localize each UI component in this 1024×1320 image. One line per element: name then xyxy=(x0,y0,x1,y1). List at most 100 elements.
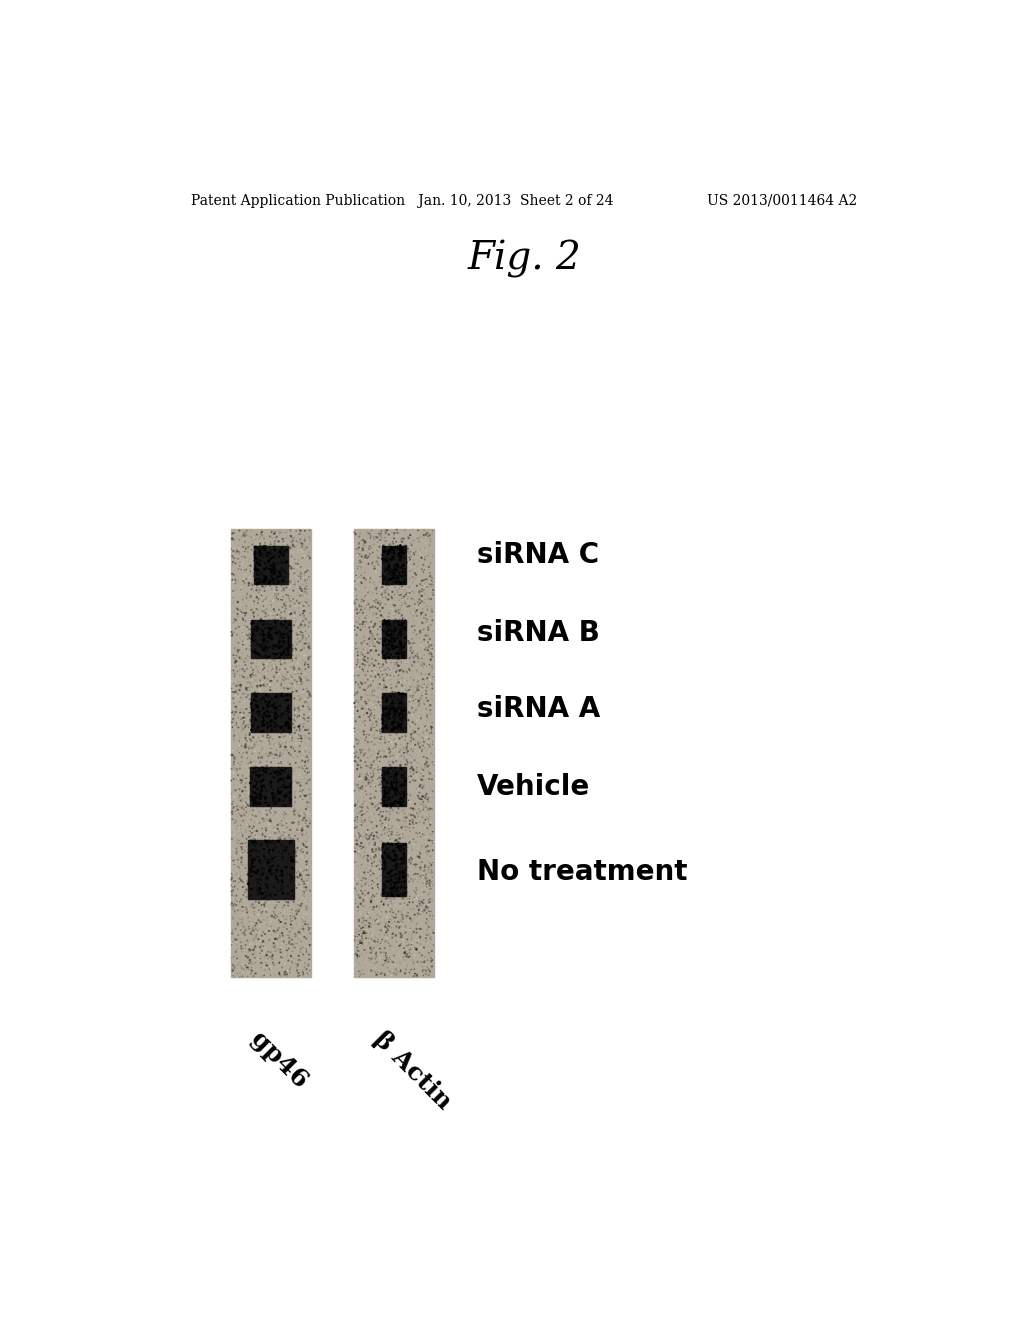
Point xyxy=(257,536,273,557)
Point xyxy=(417,597,433,618)
Point xyxy=(285,747,301,768)
Point xyxy=(266,690,283,711)
Point xyxy=(375,642,391,663)
Point xyxy=(408,700,424,721)
Point xyxy=(378,706,394,727)
Point xyxy=(233,602,250,623)
Point xyxy=(267,568,284,589)
Point xyxy=(419,869,435,890)
Text: siRNA B: siRNA B xyxy=(477,619,600,647)
Point xyxy=(261,690,278,711)
Point xyxy=(378,771,394,792)
Point xyxy=(389,669,406,690)
Point xyxy=(263,660,280,681)
Point xyxy=(382,639,398,660)
Point xyxy=(365,624,381,645)
Text: siRNA C: siRNA C xyxy=(477,541,599,569)
Point xyxy=(355,698,372,719)
Point xyxy=(254,838,270,859)
Point xyxy=(246,857,262,878)
Point xyxy=(245,627,261,648)
Point xyxy=(386,705,402,726)
Point xyxy=(280,733,296,754)
Point xyxy=(389,763,406,784)
Point xyxy=(396,865,413,886)
Point xyxy=(276,795,293,816)
Point xyxy=(371,828,387,849)
Point xyxy=(241,536,257,557)
Point xyxy=(260,956,276,977)
Point xyxy=(403,697,420,718)
Point xyxy=(253,715,269,737)
Point xyxy=(251,917,267,939)
Point xyxy=(232,920,249,941)
Point xyxy=(285,760,301,781)
Point xyxy=(295,779,311,800)
Point xyxy=(347,583,364,605)
Point xyxy=(279,700,295,721)
Point xyxy=(288,602,304,623)
Point xyxy=(254,714,270,735)
Point xyxy=(353,932,370,953)
Point xyxy=(382,888,398,909)
Point xyxy=(383,543,399,564)
Point xyxy=(233,888,250,909)
Point xyxy=(232,675,249,696)
Point xyxy=(285,937,301,958)
Point xyxy=(244,628,260,649)
Point xyxy=(395,722,412,743)
Point xyxy=(273,594,290,615)
Point xyxy=(384,894,400,915)
Point xyxy=(384,698,400,719)
Point xyxy=(266,800,283,821)
Point xyxy=(414,739,430,760)
Point xyxy=(390,539,407,560)
Point xyxy=(382,746,398,767)
Point xyxy=(302,697,318,718)
Point xyxy=(284,727,300,748)
Point xyxy=(377,537,393,558)
Point xyxy=(408,723,424,744)
Point xyxy=(422,763,438,784)
Point xyxy=(414,789,430,810)
Point xyxy=(239,524,255,545)
Point xyxy=(271,640,288,661)
Point xyxy=(246,734,262,755)
Point xyxy=(415,854,431,875)
Point xyxy=(280,634,296,655)
Point xyxy=(271,561,288,582)
Point xyxy=(403,756,420,777)
Point xyxy=(360,739,377,760)
Point xyxy=(401,948,418,969)
Point xyxy=(392,762,409,783)
Point xyxy=(243,714,259,735)
Point xyxy=(366,558,382,579)
Point xyxy=(371,562,387,583)
Point xyxy=(286,562,302,583)
Point xyxy=(380,642,396,663)
Point xyxy=(255,622,271,643)
Point xyxy=(282,624,298,645)
Point xyxy=(414,789,430,810)
Point xyxy=(388,777,404,799)
Point xyxy=(387,609,403,630)
Point xyxy=(418,961,434,982)
Point xyxy=(224,867,241,888)
Point xyxy=(374,678,390,700)
Point xyxy=(281,623,297,644)
Point xyxy=(379,698,395,719)
Point xyxy=(228,541,245,562)
Point xyxy=(421,643,437,664)
Point xyxy=(408,763,424,784)
Point xyxy=(395,700,412,721)
Point xyxy=(423,574,439,595)
Point xyxy=(377,659,393,680)
Point xyxy=(350,789,367,810)
Point xyxy=(251,715,267,737)
Point xyxy=(268,717,285,738)
Point xyxy=(407,869,423,890)
Point xyxy=(258,832,274,853)
Point xyxy=(362,700,379,721)
Point xyxy=(389,663,406,684)
Point xyxy=(368,957,384,978)
